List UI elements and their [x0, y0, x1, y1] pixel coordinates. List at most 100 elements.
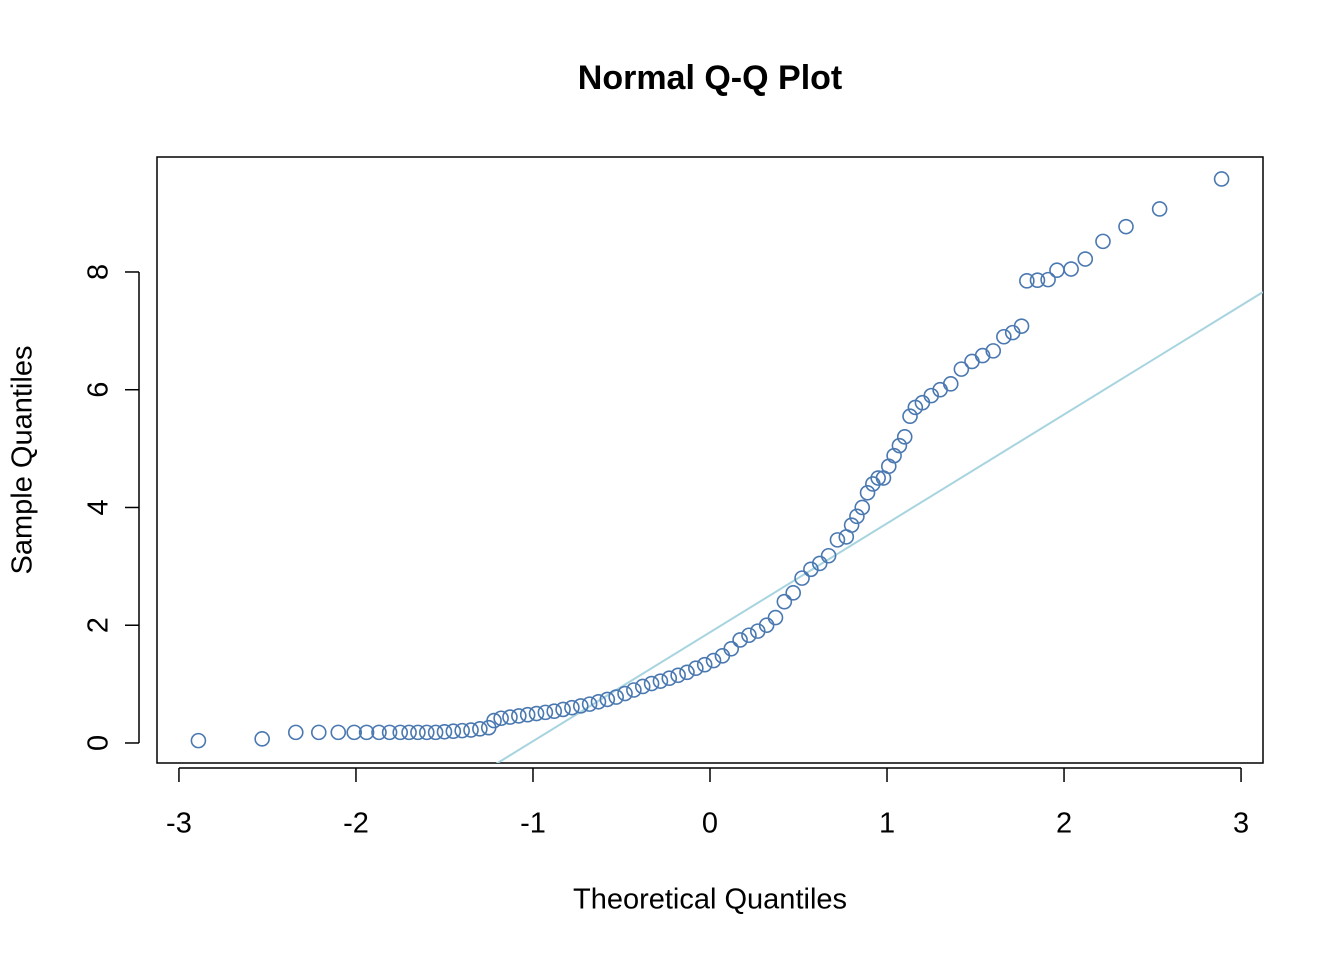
point [953, 361, 970, 377]
point [564, 699, 580, 716]
point [785, 585, 801, 601]
point [528, 705, 545, 722]
point [714, 648, 731, 664]
point [310, 724, 327, 741]
x-axis-label: Theoretical Quantiles [573, 884, 847, 916]
point [843, 517, 860, 533]
point [974, 347, 991, 364]
point [371, 724, 387, 741]
point [493, 710, 509, 727]
point [696, 656, 713, 673]
point [688, 660, 704, 677]
point [1077, 251, 1094, 267]
point [401, 724, 417, 741]
x-tick-label: -1 [520, 808, 546, 840]
point [190, 732, 207, 749]
y-tick-label: 2 [83, 617, 115, 633]
point [626, 682, 642, 698]
point [1118, 218, 1134, 235]
point [829, 532, 846, 548]
x-tick-label: 2 [1056, 808, 1072, 840]
point [803, 561, 819, 578]
x-tick-label: 1 [879, 808, 895, 840]
point [902, 408, 918, 425]
y-axis-label: Sample Quantiles [7, 346, 39, 575]
point [590, 693, 607, 710]
point [436, 723, 453, 740]
point [661, 670, 678, 687]
point [1095, 233, 1111, 250]
x-tick-label: -2 [343, 808, 369, 840]
point [599, 691, 616, 708]
point [287, 724, 304, 741]
point [811, 555, 828, 572]
point [886, 447, 902, 464]
point [854, 499, 871, 516]
point [511, 708, 527, 724]
point [723, 640, 740, 657]
point [794, 570, 810, 586]
point [758, 617, 775, 634]
point [502, 709, 518, 725]
point [670, 667, 686, 684]
point [358, 724, 375, 741]
point [1019, 273, 1035, 289]
point [410, 724, 426, 741]
point [776, 593, 793, 610]
point [849, 508, 865, 525]
point [732, 632, 748, 648]
point [427, 724, 444, 741]
x-tick-label: -3 [166, 808, 192, 840]
point [346, 724, 362, 741]
point [1040, 271, 1056, 288]
point [330, 724, 347, 741]
point [1013, 318, 1030, 334]
point [942, 376, 959, 392]
point [985, 343, 1002, 359]
point [581, 696, 598, 712]
point [392, 724, 409, 741]
point [896, 429, 913, 445]
point [996, 328, 1012, 345]
point [454, 722, 470, 739]
point [705, 652, 722, 669]
point [546, 703, 563, 719]
point [634, 678, 651, 695]
point [964, 353, 980, 370]
point [652, 673, 669, 689]
point [1049, 262, 1065, 279]
x-tick-label: 0 [702, 808, 718, 840]
point [1063, 261, 1079, 277]
y-tick-label: 6 [83, 382, 115, 398]
point [870, 470, 886, 486]
point [381, 724, 398, 741]
point [537, 704, 554, 721]
point [679, 664, 695, 681]
x-tick-label: 3 [1233, 808, 1249, 840]
point [923, 387, 940, 404]
point [463, 722, 479, 738]
point [519, 706, 536, 723]
point [1029, 272, 1046, 289]
plot-frame [156, 156, 1264, 764]
qq-line [495, 291, 1263, 763]
y-tick-label: 0 [83, 735, 115, 751]
point [418, 724, 435, 741]
point [1151, 201, 1168, 217]
point [617, 685, 633, 702]
point [643, 675, 660, 692]
point [608, 689, 624, 705]
point [254, 731, 270, 747]
plot-area [190, 171, 1263, 763]
point [445, 723, 462, 740]
y-tick-label: 8 [83, 264, 115, 280]
point [891, 437, 908, 454]
point [1213, 171, 1230, 187]
point [486, 712, 502, 729]
point [859, 484, 876, 501]
y-tick-label: 4 [83, 499, 115, 515]
chart-title: Normal Q-Q Plot [578, 59, 842, 97]
point [572, 698, 589, 714]
